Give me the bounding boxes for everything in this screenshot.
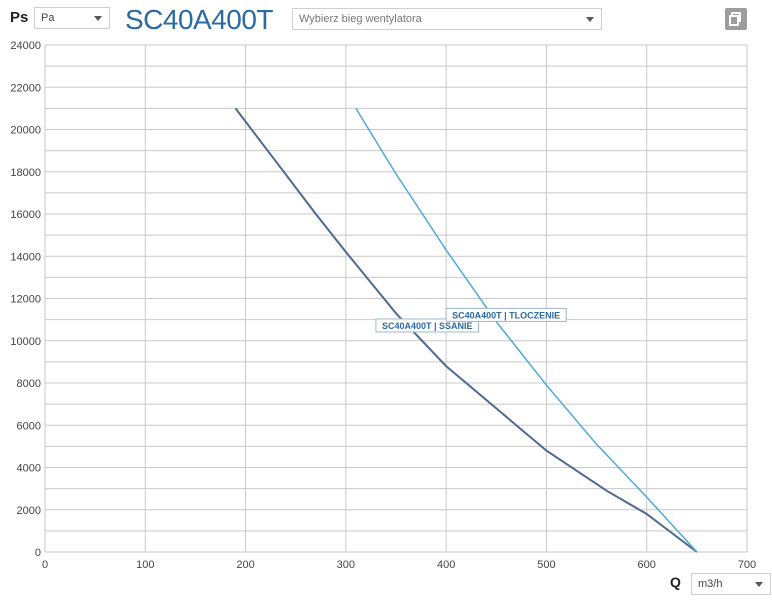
y-tick-label: 16000 [10,209,41,221]
chart-grid [44,44,748,553]
y-tick-label: 20000 [10,125,41,137]
chevron-down-icon [94,16,102,21]
pressure-unit-value: Pa [41,12,55,24]
x-tick-label: 200 [236,559,254,571]
series-label-text: SC40A400T | SSANIE [382,321,473,331]
x-tick-label: 0 [42,559,48,571]
y-tick-label: 18000 [10,167,41,179]
y-tick-label: 12000 [10,294,41,306]
y-tick-label: 2000 [17,505,41,517]
y-tick-label: 4000 [17,463,41,475]
flow-unit-select[interactable]: m3/h [691,573,771,595]
flow-unit-value: m3/h [698,578,723,590]
flow-axis-label: Q [670,574,681,590]
x-tick-label: 600 [638,559,656,571]
chart-series [234,107,698,553]
x-tick-label: 500 [537,559,555,571]
y-tick-label: 8000 [17,378,41,390]
copy-icon-front [729,15,739,26]
y-tick-label: 6000 [17,420,41,432]
series-label-box [375,318,480,333]
x-tick-label: 400 [437,559,455,571]
chevron-down-icon [755,582,763,587]
fan-speed-placeholder: Wybierz bieg wentylatora [299,13,422,25]
chart-ticks: 0200040006000800010000120001400016000180… [10,40,756,571]
x-tick-label: 700 [738,559,756,571]
y-tick-label: 24000 [10,40,41,52]
x-tick-label: 300 [337,559,355,571]
series-line [234,107,698,553]
y-tick-label: 10000 [10,336,41,348]
x-tick-label: 100 [136,559,154,571]
pressure-unit-select[interactable]: Pa [34,7,110,29]
y-tick-label: 0 [35,547,41,559]
y-tick-label: 14000 [10,251,41,263]
model-title: SC40A400T [125,4,274,35]
series-label-box [445,307,567,322]
series-line [355,108,698,553]
series-label-text: SC40A400T | TLOCZENIE [452,310,560,320]
y-tick-label: 22000 [10,82,41,94]
fan-speed-select[interactable]: Wybierz bieg wentylatora [292,8,602,30]
pressure-axis-label: Ps [10,9,29,26]
chevron-down-icon [586,17,594,22]
copy-icon[interactable] [725,8,747,30]
